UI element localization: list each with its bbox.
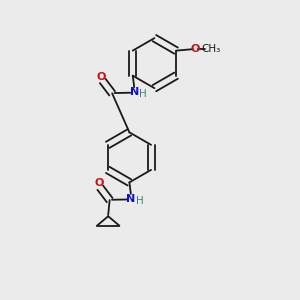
Text: N: N xyxy=(130,87,139,97)
Text: O: O xyxy=(94,178,104,188)
Text: H: H xyxy=(139,89,147,99)
Text: O: O xyxy=(190,44,200,54)
Text: H: H xyxy=(136,196,144,206)
Text: O: O xyxy=(97,71,106,82)
Text: N: N xyxy=(126,194,136,204)
Text: CH₃: CH₃ xyxy=(202,44,221,54)
